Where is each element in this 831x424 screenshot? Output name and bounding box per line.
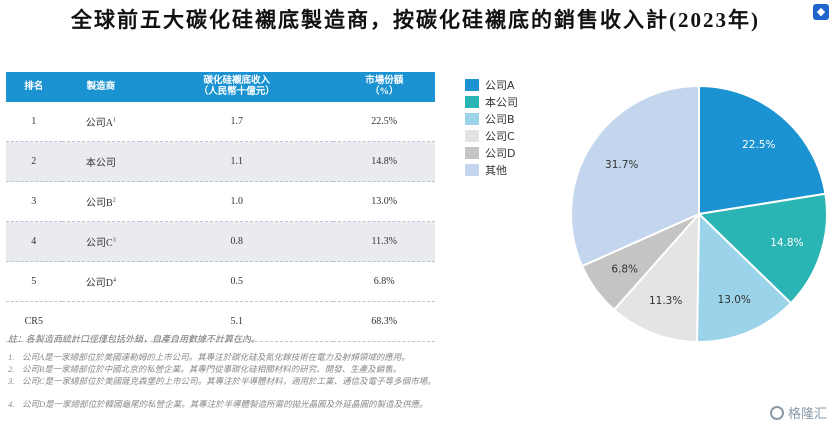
legend-swatch [465, 112, 479, 125]
cell-share: 22.5% [333, 102, 435, 142]
pie-slice [570, 84, 700, 268]
cell-revenue: 1.7 [140, 102, 334, 142]
cell-revenue: 0.8 [140, 221, 334, 262]
legend-swatch [465, 78, 479, 91]
pie-slice [695, 211, 793, 343]
pie-slice-label: 13.0% [718, 294, 751, 306]
column-header: 製造商 [61, 72, 141, 102]
cell-share: 68.3% [333, 301, 435, 342]
cell-revenue: 0.5 [140, 261, 334, 302]
footnote: 4. 公司D是一家總部位於韓國龜尾的私營企業。其專注於半導體製造所需的拋光晶圓及外… [8, 399, 478, 409]
cell-maker: 本公司 [61, 141, 141, 182]
table-row: 4 公司C3 0.8 11.3% [6, 221, 435, 262]
cell-maker [61, 301, 141, 342]
legend-item: 公司B [465, 110, 518, 127]
cell-maker: 公司C3 [61, 221, 141, 262]
table-row: 2 本公司 1.1 14.8% [6, 141, 435, 182]
legend-item: 公司A [465, 76, 518, 93]
watermark-text: 格隆汇 [787, 407, 827, 422]
cell-maker: 公司A1 [61, 102, 141, 142]
footnote: 1. 公司A是一家總部位於美國達勒姆的上市公司。其專注於碳化硅及氮化鎵技術在電力及… [8, 352, 478, 362]
pie-slice-label: 22.5% [742, 139, 775, 151]
footnote-text: 公司B是一家總部位於中國北京的私營企業。其專門從事碳化硅相關材料的研究、開發、生… [22, 364, 402, 374]
column-header: 碳化硅襯底收入 （人民幣十億元） [140, 72, 334, 102]
cell-revenue: 5.1 [140, 301, 334, 342]
legend-label: 公司D [485, 146, 516, 160]
table-note: 註：各製造商統計口徑僅包括外銷，自產自用數據不計算在內。 [8, 334, 261, 344]
cell-rank: 5 [6, 261, 62, 302]
pie-slice [612, 211, 701, 343]
watermark-logo-icon [769, 405, 784, 420]
cell-share: 13.0% [333, 181, 435, 222]
legend-swatch [465, 129, 479, 142]
table-row: 3 公司B2 1.0 13.0% [6, 181, 435, 222]
legend-swatch [465, 146, 479, 159]
legend-swatch [465, 163, 479, 176]
pie-slice-label: 11.3% [649, 295, 682, 307]
pie-slice [698, 84, 827, 216]
legend-item: 公司C [465, 127, 518, 144]
legend-item: 本公司 [465, 93, 518, 110]
cell-revenue: 1.1 [140, 141, 334, 182]
footnote-number: 3. [8, 376, 15, 386]
footnote-number: 4. [8, 399, 15, 409]
chart-title: 全球前五大碳化硅襯底製造商，按碳化硅襯底的銷售收入計(2023年) [71, 8, 760, 32]
footnote-text: 公司C是一家總部位於美國薩克森堡的上市公司。其專注於半導體材料，適用於工業、通信… [22, 376, 436, 386]
legend-label: 公司A [485, 78, 515, 92]
logo-badge-icon: ◆ [813, 4, 829, 20]
cell-rank: 4 [6, 221, 62, 262]
legend-label: 公司C [485, 129, 515, 143]
cell-rank: 1 [6, 102, 62, 142]
table-row: 1 公司A1 1.7 22.5% [6, 102, 435, 142]
cell-revenue: 1.0 [140, 181, 334, 222]
table-row: CR5 5.1 68.3% [6, 301, 435, 342]
footnote-number: 2. [8, 364, 15, 374]
legend-swatch [465, 95, 479, 108]
pie-legend: 公司A 本公司公司B 公司C 公司D 其他 [465, 76, 518, 178]
footnote-number: 1. [8, 352, 15, 362]
pie-slice [696, 192, 828, 305]
legend-item: 公司D [465, 144, 518, 161]
footnote: 3. 公司C是一家總部位於美國薩克森堡的上市公司。其專注於半導體材料，適用於工業、… [8, 376, 478, 386]
footnote-text: 公司D是一家總部位於韓國龜尾的私營企業。其專注於半導體製造所需的拋光晶圓及外延晶… [22, 399, 428, 409]
cell-share: 11.3% [333, 221, 435, 262]
watermark: 格隆汇 [769, 403, 827, 422]
footnote: 2. 公司B是一家總部位於中國北京的私營企業。其專門從事碳化硅相關材料的研究、開發… [8, 364, 478, 374]
legend-label: 公司B [485, 112, 515, 126]
column-header: 排名 [6, 72, 62, 102]
table-header-row: 排名 製造商 碳化硅襯底收入 （人民幣十億元） 市場份額 （%） [6, 72, 435, 102]
table-row: 5 公司D4 0.5 6.8% [6, 261, 435, 302]
cell-maker: 公司B2 [61, 181, 141, 222]
pie-slice-label: 31.7% [605, 159, 638, 171]
legend-item: 其他 [465, 161, 518, 178]
cell-rank: 3 [6, 181, 62, 222]
legend-label: 本公司 [485, 95, 518, 109]
cell-share: 14.8% [333, 141, 435, 182]
legend-label: 其他 [485, 163, 507, 177]
manufacturer-table: 排名 製造商 碳化硅襯底收入 （人民幣十億元） 市場份額 （%） 1 公司A1 1.7 22.5… [6, 72, 435, 342]
pie-slice-label: 6.8% [611, 263, 638, 275]
cell-rank: 2 [6, 141, 62, 182]
pie-slice-label: 14.8% [770, 237, 803, 249]
column-header: 市場份額 （%） [333, 72, 435, 102]
cell-share: 6.8% [333, 261, 435, 302]
cell-maker: 公司D4 [61, 261, 141, 302]
cell-rank: CR5 [6, 301, 62, 342]
footnote-text: 公司A是一家總部位於美國達勒姆的上市公司。其專注於碳化硅及氮化鎵技術在電力及射頻… [22, 352, 410, 362]
